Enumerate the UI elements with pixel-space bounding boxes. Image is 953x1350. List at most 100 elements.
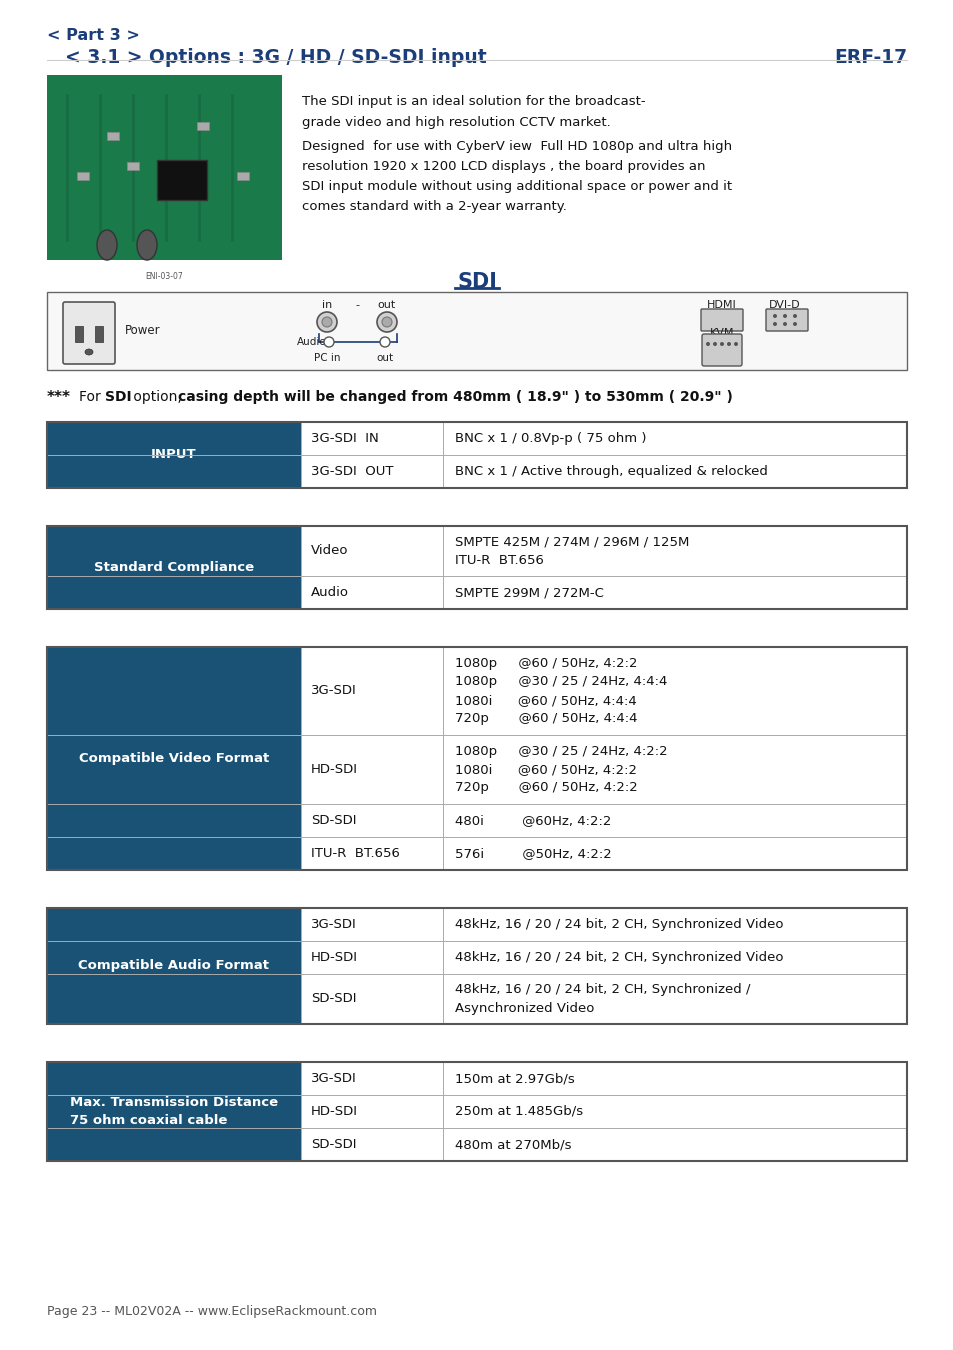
Bar	[47, 423, 300, 487]
Text: grade video and high resolution CCTV market.: grade video and high resolution CCTV mar…	[302, 116, 610, 130]
Text: BNC x 1 / 0.8Vp-p ( 75 ohm ): BNC x 1 / 0.8Vp-p ( 75 ohm )	[455, 432, 645, 446]
Bar	[300, 973, 442, 1025]
Text: HD-SDI: HD-SDI	[311, 763, 357, 776]
Text: 576i         @50Hz, 4:2:2: 576i @50Hz, 4:2:2	[455, 846, 611, 860]
Bar	[75, 325, 83, 342]
Circle shape	[381, 317, 392, 327]
Ellipse shape	[97, 230, 117, 261]
Text: 3G-SDI: 3G-SDI	[311, 1072, 356, 1085]
Text: Power: Power	[125, 324, 160, 338]
Bar	[300, 1062, 442, 1095]
Text: SDI input module without using additional space or power and it: SDI input module without using additiona…	[302, 180, 731, 193]
Text: 1080p     @30 / 25 / 24Hz, 4:2:2
1080i      @60 / 50Hz, 4:2:2
720p       @60 / 5: 1080p @30 / 25 / 24Hz, 4:2:2 1080i @60 /…	[455, 744, 666, 795]
Bar	[47, 647, 300, 869]
Circle shape	[316, 312, 336, 332]
Text: The SDI input is an ideal solution for the broadcast-: The SDI input is an ideal solution for t…	[302, 95, 645, 108]
Text: BNC x 1 / Active through, equalized & relocked: BNC x 1 / Active through, equalized & re…	[455, 464, 766, 478]
Text: 3G-SDI: 3G-SDI	[311, 918, 356, 932]
Circle shape	[772, 315, 776, 319]
Bar	[47, 909, 300, 1025]
Text: 3G-SDI  OUT: 3G-SDI OUT	[311, 464, 393, 478]
Bar	[107, 132, 119, 140]
Bar	[47, 1062, 906, 1161]
Text: option,: option,	[129, 390, 186, 404]
Bar	[442, 1062, 906, 1095]
Text: SMPTE 299M / 272M-C: SMPTE 299M / 272M-C	[455, 586, 603, 599]
Bar	[47, 526, 906, 609]
Bar	[157, 161, 207, 200]
Circle shape	[720, 342, 723, 346]
Bar	[127, 162, 139, 170]
Text: out: out	[377, 300, 395, 310]
Bar	[442, 1095, 906, 1129]
Text: Compatible Video Format: Compatible Video Format	[79, 752, 269, 765]
Text: ENI-03-07: ENI-03-07	[146, 271, 183, 281]
Text: 480m at 270Mb/s: 480m at 270Mb/s	[455, 1138, 571, 1152]
Text: PC in: PC in	[314, 352, 340, 363]
Text: 250m at 1.485Gb/s: 250m at 1.485Gb/s	[455, 1106, 582, 1118]
Circle shape	[376, 312, 396, 332]
Text: Standard Compliance: Standard Compliance	[93, 562, 253, 574]
Text: ***: ***	[47, 390, 71, 405]
FancyBboxPatch shape	[63, 302, 115, 365]
Circle shape	[324, 338, 334, 347]
Text: ERF-17: ERF-17	[833, 49, 906, 68]
Text: For: For	[79, 390, 105, 404]
Bar	[300, 837, 442, 869]
Bar	[442, 576, 906, 609]
Text: comes standard with a 2-year warranty.: comes standard with a 2-year warranty.	[302, 200, 566, 213]
Circle shape	[322, 317, 332, 327]
Text: INPUT: INPUT	[151, 448, 196, 462]
Circle shape	[772, 323, 776, 325]
Bar	[47, 423, 906, 487]
Bar	[300, 941, 442, 973]
Text: SD-SDI: SD-SDI	[311, 992, 355, 1006]
Text: 48kHz, 16 / 20 / 24 bit, 2 CH, Synchronized Video: 48kHz, 16 / 20 / 24 bit, 2 CH, Synchroni…	[455, 918, 782, 932]
Bar	[442, 909, 906, 941]
Text: SDI: SDI	[456, 271, 497, 292]
Circle shape	[726, 342, 730, 346]
Text: out: out	[376, 352, 394, 363]
Text: Audio: Audio	[311, 586, 349, 599]
FancyBboxPatch shape	[765, 309, 807, 331]
Bar	[442, 647, 906, 734]
Bar	[47, 647, 906, 869]
FancyBboxPatch shape	[700, 309, 742, 331]
Bar	[300, 526, 442, 576]
Circle shape	[782, 315, 786, 319]
Text: < 3.1 > Options : 3G / HD / SD-SDI input: < 3.1 > Options : 3G / HD / SD-SDI input	[65, 49, 486, 68]
Text: SD-SDI: SD-SDI	[311, 1138, 355, 1152]
Text: Audio: Audio	[297, 338, 327, 347]
Bar	[300, 734, 442, 805]
Circle shape	[792, 323, 796, 325]
Bar	[300, 576, 442, 609]
Text: 480i         @60Hz, 4:2:2: 480i @60Hz, 4:2:2	[455, 814, 610, 828]
Text: Page 23 -- ML02V02A -- www.EclipseRackmount.com: Page 23 -- ML02V02A -- www.EclipseRackmo…	[47, 1305, 376, 1318]
Bar	[442, 941, 906, 973]
Bar	[442, 1129, 906, 1161]
Text: KVM: KVM	[709, 328, 734, 338]
Bar	[442, 526, 906, 576]
Bar	[442, 455, 906, 487]
Text: 3G-SDI  IN: 3G-SDI IN	[311, 432, 378, 446]
Bar	[47, 1062, 300, 1161]
Text: -: -	[355, 300, 358, 310]
Circle shape	[705, 342, 709, 346]
Bar	[47, 526, 300, 609]
Bar	[442, 837, 906, 869]
Text: casing depth will be changed from 480mm ( 18.9" ) to 530mm ( 20.9" ): casing depth will be changed from 480mm …	[178, 390, 732, 404]
Bar	[300, 1095, 442, 1129]
Bar	[95, 325, 103, 342]
Text: SD-SDI: SD-SDI	[311, 814, 355, 828]
Text: resolution 1920 x 1200 LCD displays , the board provides an: resolution 1920 x 1200 LCD displays , th…	[302, 161, 705, 173]
Text: 48kHz, 16 / 20 / 24 bit, 2 CH, Synchronized /
Asynchronized Video: 48kHz, 16 / 20 / 24 bit, 2 CH, Synchroni…	[455, 983, 749, 1015]
Bar	[300, 909, 442, 941]
Text: DVI-D: DVI-D	[768, 300, 800, 310]
Text: 1080p     @60 / 50Hz, 4:2:2
1080p     @30 / 25 / 24Hz, 4:4:4
1080i      @60 / 50: 1080p @60 / 50Hz, 4:2:2 1080p @30 / 25 /…	[455, 656, 666, 725]
Text: HDMI: HDMI	[706, 300, 736, 310]
Bar	[442, 423, 906, 455]
Text: 150m at 2.97Gb/s: 150m at 2.97Gb/s	[455, 1072, 574, 1085]
Text: ITU-R  BT.656: ITU-R BT.656	[311, 846, 399, 860]
Text: Video: Video	[311, 544, 348, 558]
Bar	[300, 647, 442, 734]
